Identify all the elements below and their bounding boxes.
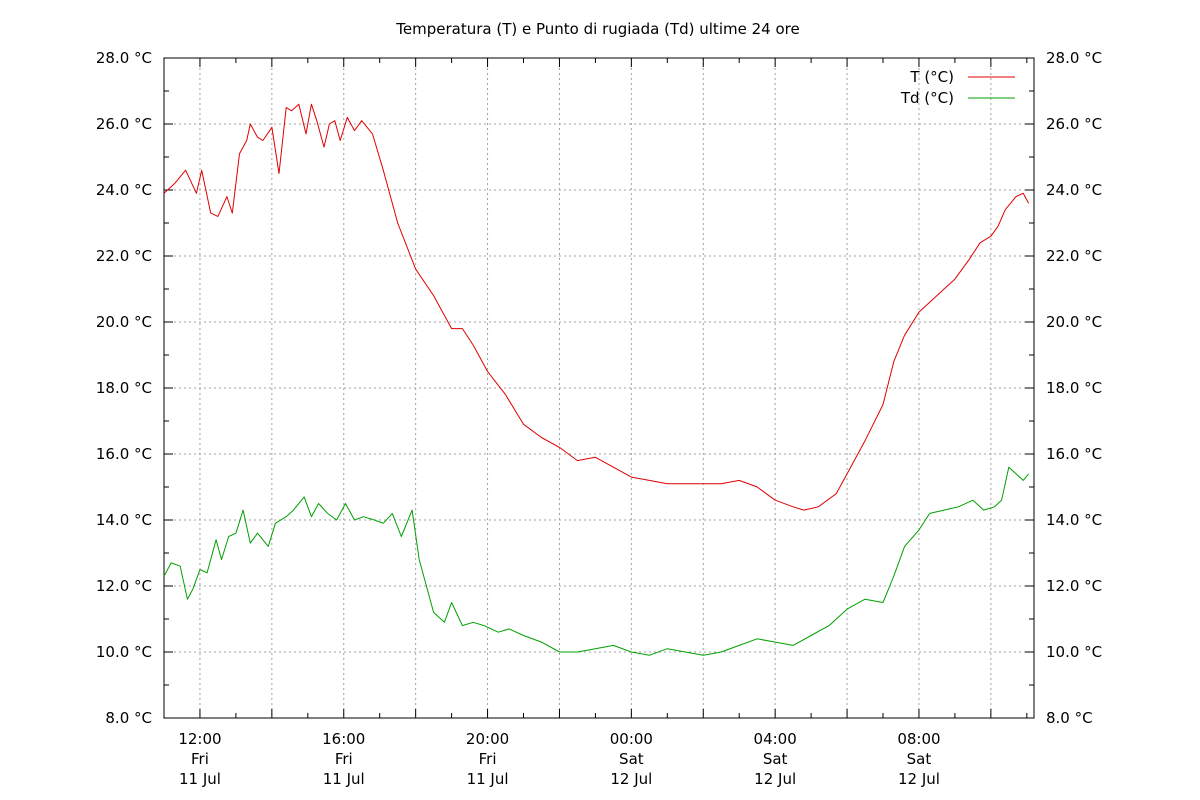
y-tick-label-left: 26.0 °C (96, 115, 152, 133)
y-tick-label-left: 8.0 °C (105, 709, 152, 727)
series-line-t (163, 103, 1030, 511)
y-tick-label-left: 16.0 °C (96, 445, 152, 463)
x-tick-label-time: 04:00 (754, 730, 797, 748)
legend-label: T (°C) (909, 68, 954, 86)
y-tick-label-left: 22.0 °C (96, 247, 152, 265)
y-tick-label-left: 20.0 °C (96, 313, 152, 331)
x-tick-label-date: 11 Jul (467, 770, 509, 788)
x-tick-label-time: 00:00 (610, 730, 653, 748)
y-tick-label-left: 18.0 °C (96, 379, 152, 397)
x-tick-label-date: 12 Jul (610, 770, 652, 788)
y-tick-label-right: 8.0 °C (1046, 709, 1093, 727)
y-tick-label-right: 10.0 °C (1046, 643, 1102, 661)
legend-label: Td (°C) (900, 89, 954, 107)
x-tick-label-day: Sat (907, 750, 932, 768)
x-tick-label-time: 08:00 (897, 730, 940, 748)
y-tick-label-right: 28.0 °C (1046, 49, 1102, 67)
x-tick-label-date: 12 Jul (898, 770, 940, 788)
y-tick-label-right: 14.0 °C (1046, 511, 1102, 529)
series-lines (163, 103, 1030, 656)
x-tick-label-day: Sat (619, 750, 644, 768)
y-tick-label-left: 28.0 °C (96, 49, 152, 67)
x-tick-label-date: 12 Jul (754, 770, 796, 788)
x-tick-label-date: 11 Jul (179, 770, 221, 788)
plot-frame (163, 57, 1035, 719)
y-tick-label-right: 12.0 °C (1046, 577, 1102, 595)
x-tick-label-time: 12:00 (178, 730, 221, 748)
y-tick-label-right: 16.0 °C (1046, 445, 1102, 463)
y-tick-label-left: 12.0 °C (96, 577, 152, 595)
x-tick-label-time: 20:00 (466, 730, 509, 748)
minor-ticks (163, 58, 1034, 718)
y-tick-label-right: 22.0 °C (1046, 247, 1102, 265)
y-tick-label-right: 26.0 °C (1046, 115, 1102, 133)
y-tick-label-right: 24.0 °C (1046, 181, 1102, 199)
x-axis: 12:00 Fri 11 Jul 16:00 Fri 11 Jul 20:00 Fri 11 J… (178, 58, 992, 788)
x-tick-label-date: 11 Jul (323, 770, 365, 788)
x-tick-label-day: Fri (335, 750, 353, 768)
y-tick-label-left: 24.0 °C (96, 181, 152, 199)
chart-title: Temperatura (T) e Punto di rugiada (Td) … (395, 20, 799, 38)
x-tick-label-time: 16:00 (322, 730, 365, 748)
y-tick-label-right: 20.0 °C (1046, 313, 1102, 331)
x-tick-label-day: Fri (191, 750, 209, 768)
grid (164, 58, 1034, 718)
y-tick-label-left: 14.0 °C (96, 511, 152, 529)
y-tick-label-left: 10.0 °C (96, 643, 152, 661)
legend: T (°C) Td (°C) (900, 68, 1015, 107)
series-line-td (163, 466, 1029, 656)
y-axis-right: 8.0 °C 10.0 °C 12.0 °C 14.0 °C 16.0 °C 18.0 °… (1025, 49, 1102, 727)
y-tick-label-right: 18.0 °C (1046, 379, 1102, 397)
x-tick-label-day: Fri (479, 750, 497, 768)
x-tick-label-day: Sat (763, 750, 788, 768)
y-axis-left: 8.0 °C 10.0 °C 12.0 °C 14.0 °C 16.0 °C 18.0 °… (96, 49, 173, 727)
